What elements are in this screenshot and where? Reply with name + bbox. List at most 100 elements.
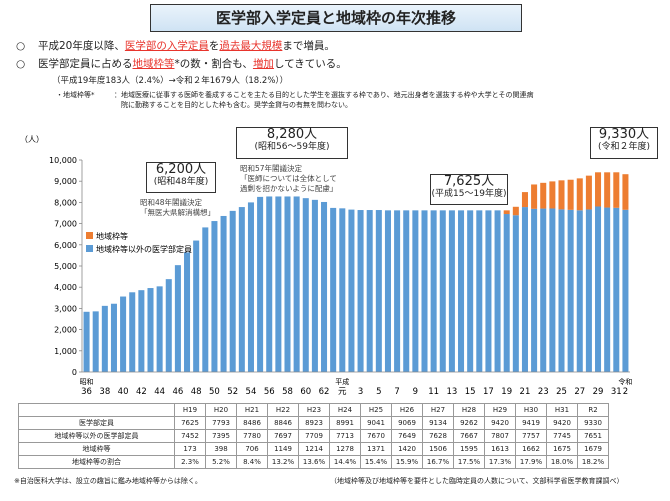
bar-regional xyxy=(604,172,611,208)
footnote-label: ・地域枠等* xyxy=(56,91,95,99)
bar-base xyxy=(494,210,501,372)
annotation-s57-line-2: 「医師については全体として xyxy=(240,174,337,183)
bar-base xyxy=(311,199,318,372)
data-table: H19 H20 H21 H22 H23 H24 H25 H26 H27 H28 … xyxy=(18,403,609,469)
callout-s48-period: (昭和48年度) xyxy=(153,177,209,187)
footer-note-left: ※自治医科大学は、設立の趣旨に鑑み地域枠等からは除く。 xyxy=(14,477,202,485)
table-cell: 8923 xyxy=(298,416,330,430)
x-era-label: 昭和 xyxy=(80,377,94,386)
table-cell: 17.5% xyxy=(453,455,485,469)
bar-regional xyxy=(585,175,592,210)
table-cell: 1662 xyxy=(515,442,547,456)
table-cell: 7709 xyxy=(298,429,330,443)
table-cell: 9420 xyxy=(484,416,516,430)
bar-base xyxy=(485,210,492,372)
x-tick-label: 56 xyxy=(264,387,275,397)
bullet-1-highlight-2: 過去最大規模 xyxy=(219,40,283,52)
callout-s56: 8,280人 (昭和56～59年度) xyxy=(236,127,348,159)
callout-h15: 7,625人 (平成15～19年度) xyxy=(430,174,508,205)
bar-base xyxy=(394,210,401,372)
callout-s56-value: 8,280人 xyxy=(266,127,318,142)
table-corner xyxy=(18,403,175,417)
legend-swatch-base xyxy=(86,245,93,252)
bar-base xyxy=(110,303,117,372)
x-era-label: 平成 xyxy=(335,377,349,386)
table-cell: 8991 xyxy=(329,416,361,430)
table-row-label: 医学部定員 xyxy=(18,416,175,430)
table-cell: 9420 xyxy=(546,416,578,430)
legend-label-regional: 地域枠等 xyxy=(96,231,128,241)
table-cell: 9262 xyxy=(453,416,485,430)
table-row: 医学部定員 7625 7793 8486 8846 8923 8991 9041… xyxy=(18,416,609,430)
table-cell: 2.3% xyxy=(174,455,206,469)
table-cell: 9041 xyxy=(360,416,392,430)
table-cell: 7625 xyxy=(174,416,206,430)
x-tick-label: 62 xyxy=(319,387,330,397)
bar-base xyxy=(321,201,328,372)
x-tick-label: 31 xyxy=(611,387,622,397)
bar-base xyxy=(439,210,446,372)
bar-base xyxy=(384,210,391,372)
bar-regional xyxy=(549,181,556,209)
table-row-label: 地域枠等以外の医学部定員 xyxy=(18,429,175,443)
bar-base xyxy=(211,221,218,372)
x-tick-label: 40 xyxy=(118,387,129,397)
table-cell: 15.4% xyxy=(360,455,392,469)
bullet-2-mark: ○ xyxy=(16,58,26,70)
bar-base xyxy=(156,286,163,372)
bar-regional xyxy=(540,182,547,209)
bullet-2-highlight-2: 増加 xyxy=(252,58,274,70)
bar-regional xyxy=(521,192,528,208)
table-header-cell: H27 xyxy=(422,403,454,417)
table-cell: 7667 xyxy=(453,429,485,443)
table-header-cell: H19 xyxy=(174,403,206,417)
table-row: 地域枠等の割合 2.3% 5.2% 8.4% 13.2% 13.6% 14.4%… xyxy=(18,455,609,469)
bullet-1-post: まで増員。 xyxy=(282,40,335,52)
table-header-cell: H30 xyxy=(515,403,547,417)
table-row: 地域枠等 173 398 706 1149 1214 1278 1371 142… xyxy=(18,442,609,456)
bar-base xyxy=(202,227,209,372)
bar-base xyxy=(476,210,483,372)
bar-base xyxy=(521,207,528,372)
bar-base xyxy=(293,196,300,372)
x-tick-label: 46 xyxy=(172,387,183,397)
bar-base xyxy=(540,208,547,372)
bar-base xyxy=(92,311,99,372)
bullet-1-pre: 平成20年度以降、 xyxy=(38,40,125,52)
bar-base xyxy=(83,311,90,372)
table-header-cell: H29 xyxy=(484,403,516,417)
y-tick-label: 10,000 xyxy=(49,156,77,165)
y-tick-label: 7,000 xyxy=(54,220,77,229)
bar-base xyxy=(101,305,108,372)
bar-base xyxy=(412,210,419,372)
table-cell: 7745 xyxy=(546,429,578,443)
bar-base xyxy=(275,196,282,372)
bar-base xyxy=(458,210,465,372)
x-tick-label: 21 xyxy=(520,387,531,397)
bar-base xyxy=(302,198,309,372)
table-cell: 7670 xyxy=(360,429,392,443)
bar-base xyxy=(613,207,620,372)
table-cell: 7793 xyxy=(205,416,237,430)
table-cell: 15.9% xyxy=(391,455,423,469)
bar-base xyxy=(375,210,382,372)
bar-regional xyxy=(576,178,583,211)
bar-base xyxy=(229,210,236,372)
y-axis-label: （人） xyxy=(20,135,44,144)
bullet-2-mid: *の数・割合も、 xyxy=(174,58,253,70)
x-tick-label: 27 xyxy=(574,387,585,397)
table-row: 地域枠等以外の医学部定員 7452 7395 7780 7697 7709 77… xyxy=(18,429,609,443)
bullet-2: ○ 医学部定員に占める地域枠等*の数・割合も、増加してきている。 xyxy=(16,56,347,71)
legend-swatch-regional xyxy=(86,232,93,239)
y-tick-label: 5,000 xyxy=(54,262,77,271)
bar-regional xyxy=(567,179,574,210)
table-cell: 7628 xyxy=(422,429,454,443)
bar-base xyxy=(266,196,273,372)
table-cell: 1149 xyxy=(267,442,299,456)
bar-base xyxy=(193,240,200,372)
table-header-row: H19 H20 H21 H22 H23 H24 H25 H26 H27 H28 … xyxy=(18,403,609,417)
table-cell: 9134 xyxy=(422,416,454,430)
x-tick-label: 2 xyxy=(623,387,628,397)
bullet-1-mid: を xyxy=(208,40,220,52)
table-header-cell: H22 xyxy=(267,403,299,417)
